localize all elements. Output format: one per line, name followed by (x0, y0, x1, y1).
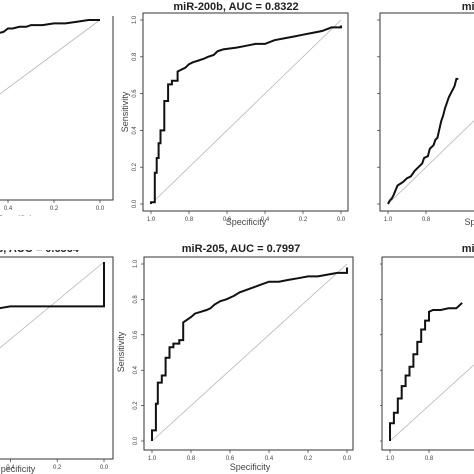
y-tick-label: 1.0 (132, 15, 138, 24)
y-axis-title: Sensitivity (120, 91, 130, 132)
x-axis-title: Specificity (226, 217, 267, 227)
x-axis-title: Specificity (230, 462, 271, 472)
y-axis-title: Sensitivity (349, 91, 359, 132)
reference-diagonal (151, 263, 348, 442)
x-tick-label: 1.0 (384, 217, 393, 223)
panel-title: miR- (462, 1, 474, 13)
roc-curve (389, 302, 463, 441)
roc-curve (151, 267, 348, 441)
panel-title: miR- (462, 243, 474, 255)
y-tick-label: 0.2 (133, 401, 139, 410)
roc-panel: 1.0 0.8 0.0 0.2 0.4 0.6 0.8 1.0 miR- Sensitivity (354, 243, 474, 462)
roc-panel: 0.4 0.2 0.0 3, AUC = 0.6564 pecificity (0, 243, 114, 474)
roc-panel: 1.0 0.8 0.0 0.2 0.4 0.6 0.8 1.0 miR- Sp Sensitivit… (349, 1, 474, 227)
x-tick-label: 0.6 (226, 456, 235, 462)
x-tick-label: 1.0 (148, 456, 157, 462)
y-axis-title: Sensitivity (116, 331, 126, 372)
x-tick-label: 0.8 (187, 456, 196, 462)
y-tick-label: 0.0 (133, 436, 139, 445)
reference-diagonal (387, 120, 474, 205)
x-tick-label: 0.4 (265, 456, 274, 462)
panel-title: 3, AUC = 0.6564 (0, 243, 80, 255)
roc-panel: 1.0 0.8 0.6 0.4 0.2 0.0 0.0 0.2 0.4 0.6 0.8 1.0 miR-… (120, 1, 349, 227)
roc-curve (0, 19, 100, 34)
x-tick-label: 0.4 (261, 217, 270, 223)
reference-diagonal (0, 19, 101, 95)
y-tick-label: 0.6 (133, 330, 139, 339)
x-tick-label: 0.0 (100, 465, 109, 471)
y-tick-label: 1.0 (371, 259, 377, 268)
x-tick-label: 1.0 (147, 217, 156, 223)
y-tick-label: 0.6 (369, 89, 375, 98)
y-tick-label: 1.0 (369, 15, 375, 24)
x-tick-label: 0.0 (337, 217, 346, 223)
roc-curve (387, 77, 459, 205)
x-tick-label: 0.4 (4, 206, 13, 212)
panel-title: 5b, AUC = 0.7653 (0, 1, 76, 13)
x-tick-label: 0.8 (425, 456, 434, 462)
y-tick-label: 0.6 (132, 89, 138, 98)
reference-diagonal (389, 364, 474, 442)
x-tick-label: 0.0 (343, 456, 352, 462)
x-tick-label: 0.2 (299, 217, 308, 223)
y-tick-label: 0.8 (369, 52, 375, 61)
plot-frame (379, 12, 474, 212)
y-tick-label: 0.8 (371, 295, 377, 304)
y-tick-label: 0.2 (369, 162, 375, 171)
y-tick-label: 0.0 (132, 199, 138, 208)
x-tick-label: 0.6 (223, 217, 232, 223)
roc-panel: 1.0 0.8 0.6 0.4 0.2 0.0 0.0 0.2 0.4 0.6 0.8 1.0 miR-… (116, 243, 354, 472)
y-tick-label: 0.2 (132, 162, 138, 171)
x-tick-label: 0.8 (422, 217, 431, 223)
y-tick-label: 0.8 (132, 52, 138, 61)
plot-frame (143, 256, 354, 451)
y-axis-title: Sensitivity (354, 331, 364, 372)
x-tick-label: 0.2 (304, 456, 313, 462)
x-tick-label: 1.0 (386, 456, 395, 462)
panel-title: miR-200b, AUC = 0.8322 (173, 1, 298, 13)
y-tick-label: 0.4 (133, 365, 139, 374)
x-axis-title: pecificity (1, 464, 36, 474)
x-tick-label: 0.0 (96, 206, 105, 212)
y-tick-label: 0.4 (369, 126, 375, 135)
plot-frame (381, 256, 474, 451)
y-tick-label: 1.0 (133, 259, 139, 268)
y-tick-label: 0.8 (133, 295, 139, 304)
y-tick-label: 0.0 (369, 199, 375, 208)
y-tick-label: 0.4 (371, 365, 377, 374)
x-tick-label: 0.2 (53, 465, 62, 471)
y-tick-label: 0.4 (132, 126, 138, 135)
x-tick-label: 0.8 (185, 217, 194, 223)
x-axis-title: Specificity (0, 214, 39, 224)
plot-frame (0, 16, 114, 201)
y-tick-label: 0.2 (371, 401, 377, 410)
roc-curve (150, 25, 342, 204)
x-tick-label: 0.2 (50, 206, 59, 212)
x-tick-label: 0.4 (6, 465, 15, 471)
plot-frame (0, 256, 114, 460)
panel-title: miR-205, AUC = 0.7997 (182, 243, 301, 255)
roc-panel: 0.4 0.2 0.0 5b, AUC = 0.7653 Specificity (0, 1, 114, 224)
y-tick-label: 0.0 (371, 436, 377, 445)
reference-diagonal (150, 19, 342, 205)
plot-frame (142, 12, 349, 212)
reference-diagonal (0, 261, 105, 349)
y-tick-label: 0.6 (371, 330, 377, 339)
roc-curve (0, 262, 105, 310)
x-axis-title: Sp (464, 217, 474, 227)
